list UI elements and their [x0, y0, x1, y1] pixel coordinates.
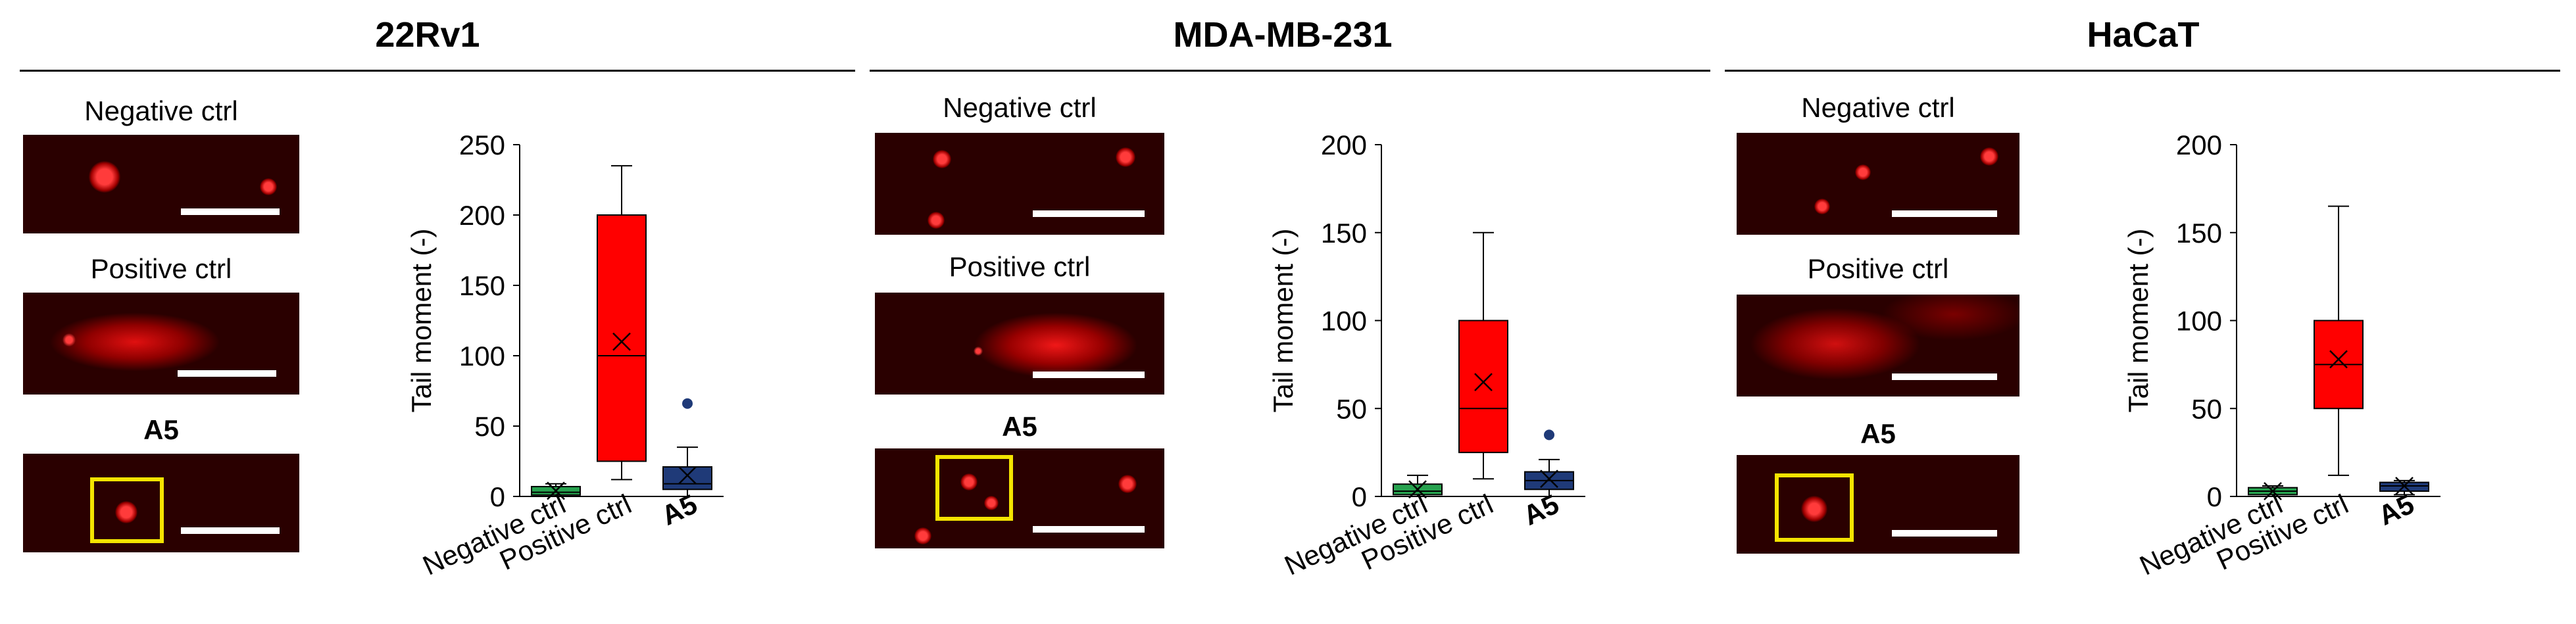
comet-spot: [928, 212, 945, 229]
negative-ctrl-label: Negative ctrl: [943, 92, 1097, 123]
x-category-label: A5: [656, 489, 702, 531]
comet-tail: [49, 312, 220, 372]
outlier-point: [1544, 429, 1554, 441]
box-positive-ctrl: [1458, 320, 1508, 454]
comet-spot: [115, 501, 137, 523]
panel-hacat: HaCaT Negative ctrl Positive ctrl A5 Tai…: [1710, 0, 2576, 624]
scale-bar: [181, 208, 280, 215]
negative-ctrl-micrograph: [1737, 133, 2019, 235]
a5-label: A5: [143, 414, 179, 445]
title-rule: [20, 70, 855, 72]
comet-spot: [260, 178, 277, 195]
comet-spot: [1116, 147, 1135, 167]
a5-micrograph: [23, 454, 299, 552]
comet-spot: [62, 333, 76, 347]
y-tick-label: 150: [1321, 218, 1367, 249]
y-tick-label: 50: [2191, 393, 2222, 424]
panel-mda-mb-231: MDA-MB-231 Negative ctrl Positive ctrl A…: [855, 0, 1710, 624]
comet-spot: [1855, 164, 1871, 180]
scale-bar: [1892, 530, 1997, 537]
a5-label: A5: [1860, 418, 1896, 449]
mean-marker: [1540, 469, 1558, 489]
positive-ctrl-label: Positive ctrl: [1807, 253, 1949, 284]
y-tick-label: 50: [1336, 393, 1367, 424]
scale-bar: [181, 527, 280, 534]
negative-ctrl-micrograph: [875, 133, 1164, 235]
scale-bar: [1892, 210, 1997, 217]
positive-ctrl-label: Positive ctrl: [949, 251, 1091, 282]
mean-marker: [612, 332, 631, 351]
y-tick-label: 50: [474, 411, 505, 442]
title-rule: [1725, 70, 2560, 72]
mean-marker: [2329, 350, 2348, 369]
positive-ctrl-micrograph: [23, 293, 299, 395]
roi-box: [90, 477, 164, 543]
outlier-point: [682, 398, 693, 409]
positive-ctrl-label: Positive ctrl: [90, 253, 232, 284]
comet-tail: [974, 312, 1138, 378]
y-tick-label: 100: [459, 341, 505, 372]
comet-spot: [984, 496, 999, 510]
comet-spot: [89, 161, 120, 193]
mean-marker: [547, 481, 565, 500]
box-positive-ctrl: [597, 214, 647, 462]
y-tick-label: 200: [2176, 130, 2222, 160]
panel-title: 22Rv1: [375, 15, 480, 55]
negative-ctrl-label: Negative ctrl: [84, 95, 238, 126]
comet-spot: [1980, 147, 1998, 166]
roi-box: [1775, 473, 1854, 542]
y-axis-label: Tail moment (-): [406, 228, 437, 412]
y-tick-label: 100: [2176, 306, 2222, 337]
y-tick-label: 250: [459, 130, 505, 160]
positive-ctrl-micrograph: [875, 293, 1164, 395]
comet-spot: [1118, 475, 1137, 493]
scale-bar: [1892, 373, 1997, 380]
comet-spot: [933, 150, 951, 168]
positive-ctrl-micrograph: [1737, 295, 2019, 396]
scale-bar: [178, 370, 276, 377]
y-tick-label: 0: [1352, 481, 1367, 512]
y-tick-label: 150: [459, 270, 505, 301]
y-tick-label: 0: [2207, 481, 2222, 512]
roi-box: [935, 455, 1013, 521]
comet-tail: [1881, 295, 2019, 341]
scale-bar: [1033, 372, 1145, 378]
mean-marker: [1408, 480, 1427, 499]
comet-spot: [960, 473, 978, 491]
comet-spot: [914, 527, 931, 544]
a5-label: A5: [1002, 411, 1037, 442]
box-a5: [662, 466, 712, 491]
y-tick-label: 200: [1321, 130, 1367, 160]
title-rule: [870, 70, 1710, 72]
mean-marker: [2395, 477, 2414, 495]
y-axis-label: Tail moment (-): [1268, 228, 1299, 412]
scale-bar: [1033, 526, 1145, 533]
y-tick-label: 100: [1321, 306, 1367, 337]
a5-micrograph: [875, 448, 1164, 548]
comet-spot: [974, 347, 983, 356]
panel-22rv1: 22Rv1 Negative ctrl Positive ctrl A5 Tai…: [0, 0, 855, 624]
y-tick-label: 150: [2176, 218, 2222, 249]
panel-title: HaCaT: [2087, 15, 2200, 55]
y-tick-label: 0: [490, 481, 505, 512]
negative-ctrl-label: Negative ctrl: [1801, 92, 1955, 123]
comet-spot: [1801, 496, 1827, 522]
x-category-label: A5: [1518, 489, 1564, 531]
panel-title: MDA-MB-231: [1173, 15, 1393, 55]
a5-micrograph: [1737, 455, 2019, 554]
mean-marker: [1474, 373, 1493, 392]
scale-bar: [1033, 210, 1145, 217]
mean-marker: [678, 466, 697, 485]
comet-spot: [1814, 199, 1830, 214]
y-tick-label: 200: [459, 200, 505, 231]
mean-marker: [2264, 482, 2282, 500]
negative-ctrl-micrograph: [23, 135, 299, 233]
y-axis-label: Tail moment (-): [2123, 228, 2154, 412]
